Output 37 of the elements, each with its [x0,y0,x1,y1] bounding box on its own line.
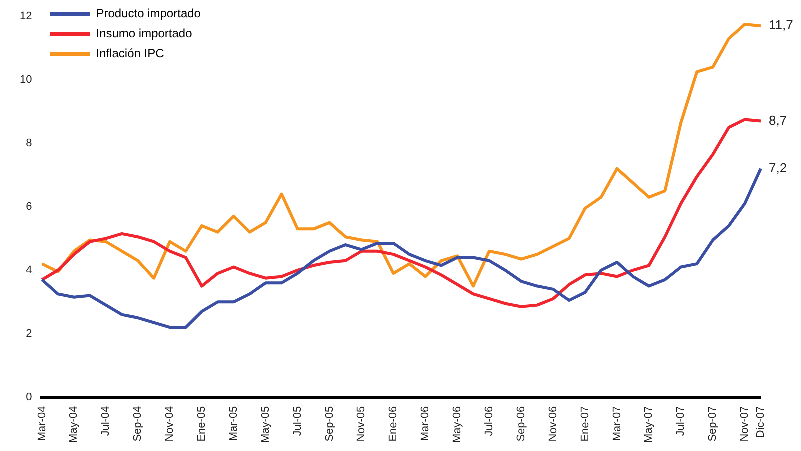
x-tick-label: May-06 [452,406,464,444]
x-tick-label: Mar-04 [36,406,48,442]
x-tick-label: May-05 [260,406,272,444]
x-tick-label: Jul-06 [484,406,496,436]
y-tick-label: 0 [26,391,32,404]
y-tick-label: 4 [26,264,32,276]
x-tick-label: Mar-05 [228,406,240,442]
x-tick-label: Mar-06 [420,406,432,442]
x-tick-label: Ene-05 [196,406,208,442]
y-tick-label: 10 [20,74,32,86]
x-tick-label: Sep-05 [324,406,336,442]
x-tick-label: Ene-06 [388,406,400,442]
y-tick-label: 12 [20,10,32,23]
x-tick-label: Sep-04 [132,406,144,442]
x-tick-label: Jul-04 [100,406,112,436]
x-tick-label: Nov-04 [164,406,176,442]
x-tick-label: Nov-06 [547,406,560,442]
x-tick-label: Mar-07 [611,406,624,442]
x-tick-label: Nov-07 [739,406,752,442]
x-tick-label: May-07 [643,406,656,444]
y-tick-label: 2 [26,328,32,340]
data-label: 7,2 [769,160,788,176]
x-tick-label: Sep-07 [707,406,720,442]
legend-label: Insumo importado [96,26,193,40]
x-tick-label: Jul-07 [675,406,688,436]
x-tick-label: May-04 [68,406,80,444]
x-tick-label: Jul-05 [292,406,304,436]
data-label: 11,7 [769,18,794,33]
legend-label: Producto importado [96,6,202,20]
x-tick-label: Sep-06 [515,406,528,442]
x-tick-label: Dic-07 [755,406,768,438]
x-tick-label: Ene-07 [579,406,592,442]
y-tick-label: 6 [26,200,32,213]
y-tick-label: 8 [26,138,32,150]
data-label: 8,7 [769,112,788,128]
x-tick-label: Nov-05 [356,406,368,442]
legend-label: Inflación IPC [96,46,165,60]
